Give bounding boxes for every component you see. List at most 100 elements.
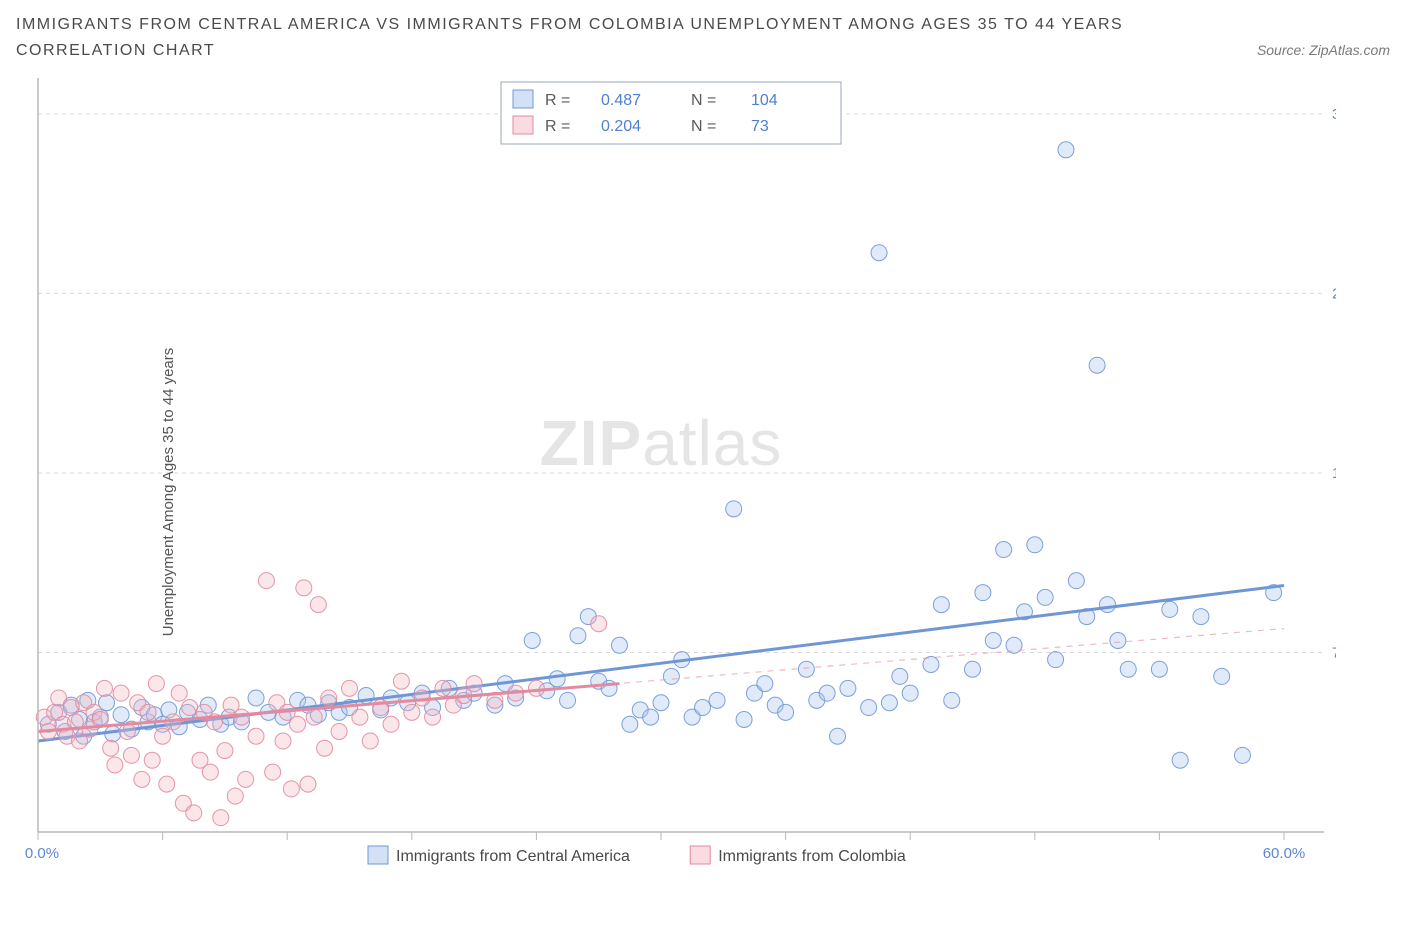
legend-r-label: R = [545, 118, 570, 135]
data-point-colombia [96, 680, 112, 696]
data-point-colombia [123, 747, 139, 763]
data-point-colombia [275, 733, 291, 749]
data-point-colombia [317, 740, 333, 756]
data-point-colombia [234, 709, 250, 725]
series-label: Immigrants from Central America [396, 848, 630, 865]
data-point-central_america [570, 628, 586, 644]
data-point-central_america [1027, 537, 1043, 553]
data-point-colombia [591, 616, 607, 632]
data-point-colombia [140, 704, 156, 720]
data-point-central_america [1048, 652, 1064, 668]
data-point-colombia [404, 704, 420, 720]
data-point-colombia [290, 716, 306, 732]
data-point-colombia [182, 700, 198, 716]
data-point-colombia [258, 573, 274, 589]
x-tick-label-min: 0.0% [25, 845, 59, 862]
y-axis-label: Unemployment Among Ages 35 to 44 years [160, 348, 177, 637]
legend-n-label: N = [691, 118, 716, 135]
data-point-central_america [1089, 357, 1105, 373]
watermark: ZIPatlas [540, 407, 783, 479]
data-point-colombia [352, 709, 368, 725]
data-point-central_america [1120, 661, 1136, 677]
data-point-colombia [425, 709, 441, 725]
data-point-colombia [362, 733, 378, 749]
legend-swatch [513, 116, 533, 134]
data-point-central_america [871, 245, 887, 261]
data-point-central_america [695, 700, 711, 716]
data-point-central_america [113, 707, 129, 723]
data-point-central_america [560, 692, 576, 708]
data-point-central_america [1110, 633, 1126, 649]
data-point-colombia [435, 680, 451, 696]
legend-r-label: R = [545, 92, 570, 109]
data-point-central_america [736, 711, 752, 727]
data-point-central_america [549, 671, 565, 687]
data-point-colombia [265, 764, 281, 780]
data-point-central_america [1151, 661, 1167, 677]
title-line-2: CORRELATION CHART [16, 42, 215, 60]
data-point-colombia [113, 685, 129, 701]
data-point-colombia [342, 680, 358, 696]
chart-header: IMMIGRANTS FROM CENTRAL AMERICA VS IMMIG… [16, 16, 1390, 64]
data-point-central_america [622, 716, 638, 732]
data-point-central_america [778, 704, 794, 720]
data-point-colombia [310, 597, 326, 613]
series-label: Immigrants from Colombia [718, 848, 906, 865]
data-point-central_america [653, 695, 669, 711]
data-point-colombia [283, 781, 299, 797]
data-point-central_america [1058, 142, 1074, 158]
legend-swatch [513, 90, 533, 108]
data-point-central_america [892, 668, 908, 684]
data-point-central_america [861, 700, 877, 716]
data-point-colombia [296, 580, 312, 596]
chart-area: Unemployment Among Ages 35 to 44 years 7… [16, 72, 1390, 912]
legend-n-value: 73 [751, 118, 769, 135]
data-point-colombia [227, 788, 243, 804]
data-point-central_america [663, 668, 679, 684]
data-point-central_america [524, 633, 540, 649]
data-point-colombia [186, 805, 202, 821]
source-label: Source: ZipAtlas.com [1257, 42, 1390, 58]
data-point-central_america [1162, 601, 1178, 617]
data-point-colombia [393, 673, 409, 689]
data-point-colombia [107, 757, 123, 773]
data-point-central_america [933, 597, 949, 613]
title-line-1: IMMIGRANTS FROM CENTRAL AMERICA VS IMMIG… [16, 16, 1390, 34]
data-point-colombia [321, 690, 337, 706]
data-point-central_america [965, 661, 981, 677]
data-point-central_america [1068, 573, 1084, 589]
data-point-colombia [148, 676, 164, 692]
data-point-colombia [103, 740, 119, 756]
data-point-colombia [171, 685, 187, 701]
series-swatch [690, 846, 710, 864]
data-point-central_america [248, 690, 264, 706]
data-point-colombia [134, 771, 150, 787]
data-point-colombia [202, 764, 218, 780]
series-swatch [368, 846, 388, 864]
data-point-central_america [1214, 668, 1230, 684]
data-point-central_america [1037, 589, 1053, 605]
data-point-central_america [726, 501, 742, 517]
data-point-central_america [996, 542, 1012, 558]
data-point-colombia [300, 776, 316, 792]
legend-r-value: 0.204 [601, 118, 641, 135]
data-point-central_america [902, 685, 918, 701]
data-point-central_america [1234, 747, 1250, 763]
x-tick-label-max: 60.0% [1263, 845, 1306, 862]
data-point-colombia [466, 676, 482, 692]
data-point-central_america [1193, 609, 1209, 625]
scatter-chart: 7.5%15.0%22.5%30.0%ZIPatlas0.0%60.0%R =0… [16, 72, 1336, 912]
data-point-central_america [975, 585, 991, 601]
legend-n-value: 104 [751, 92, 778, 109]
data-point-central_america [757, 676, 773, 692]
data-point-colombia [331, 723, 347, 739]
data-point-central_america [944, 692, 960, 708]
legend-r-value: 0.487 [601, 92, 641, 109]
data-point-colombia [248, 728, 264, 744]
data-point-colombia [528, 680, 544, 696]
data-point-central_america [709, 692, 725, 708]
y-tick-label: 7.5% [1332, 644, 1336, 661]
data-point-central_america [1099, 597, 1115, 613]
data-point-colombia [383, 716, 399, 732]
data-point-colombia [238, 771, 254, 787]
